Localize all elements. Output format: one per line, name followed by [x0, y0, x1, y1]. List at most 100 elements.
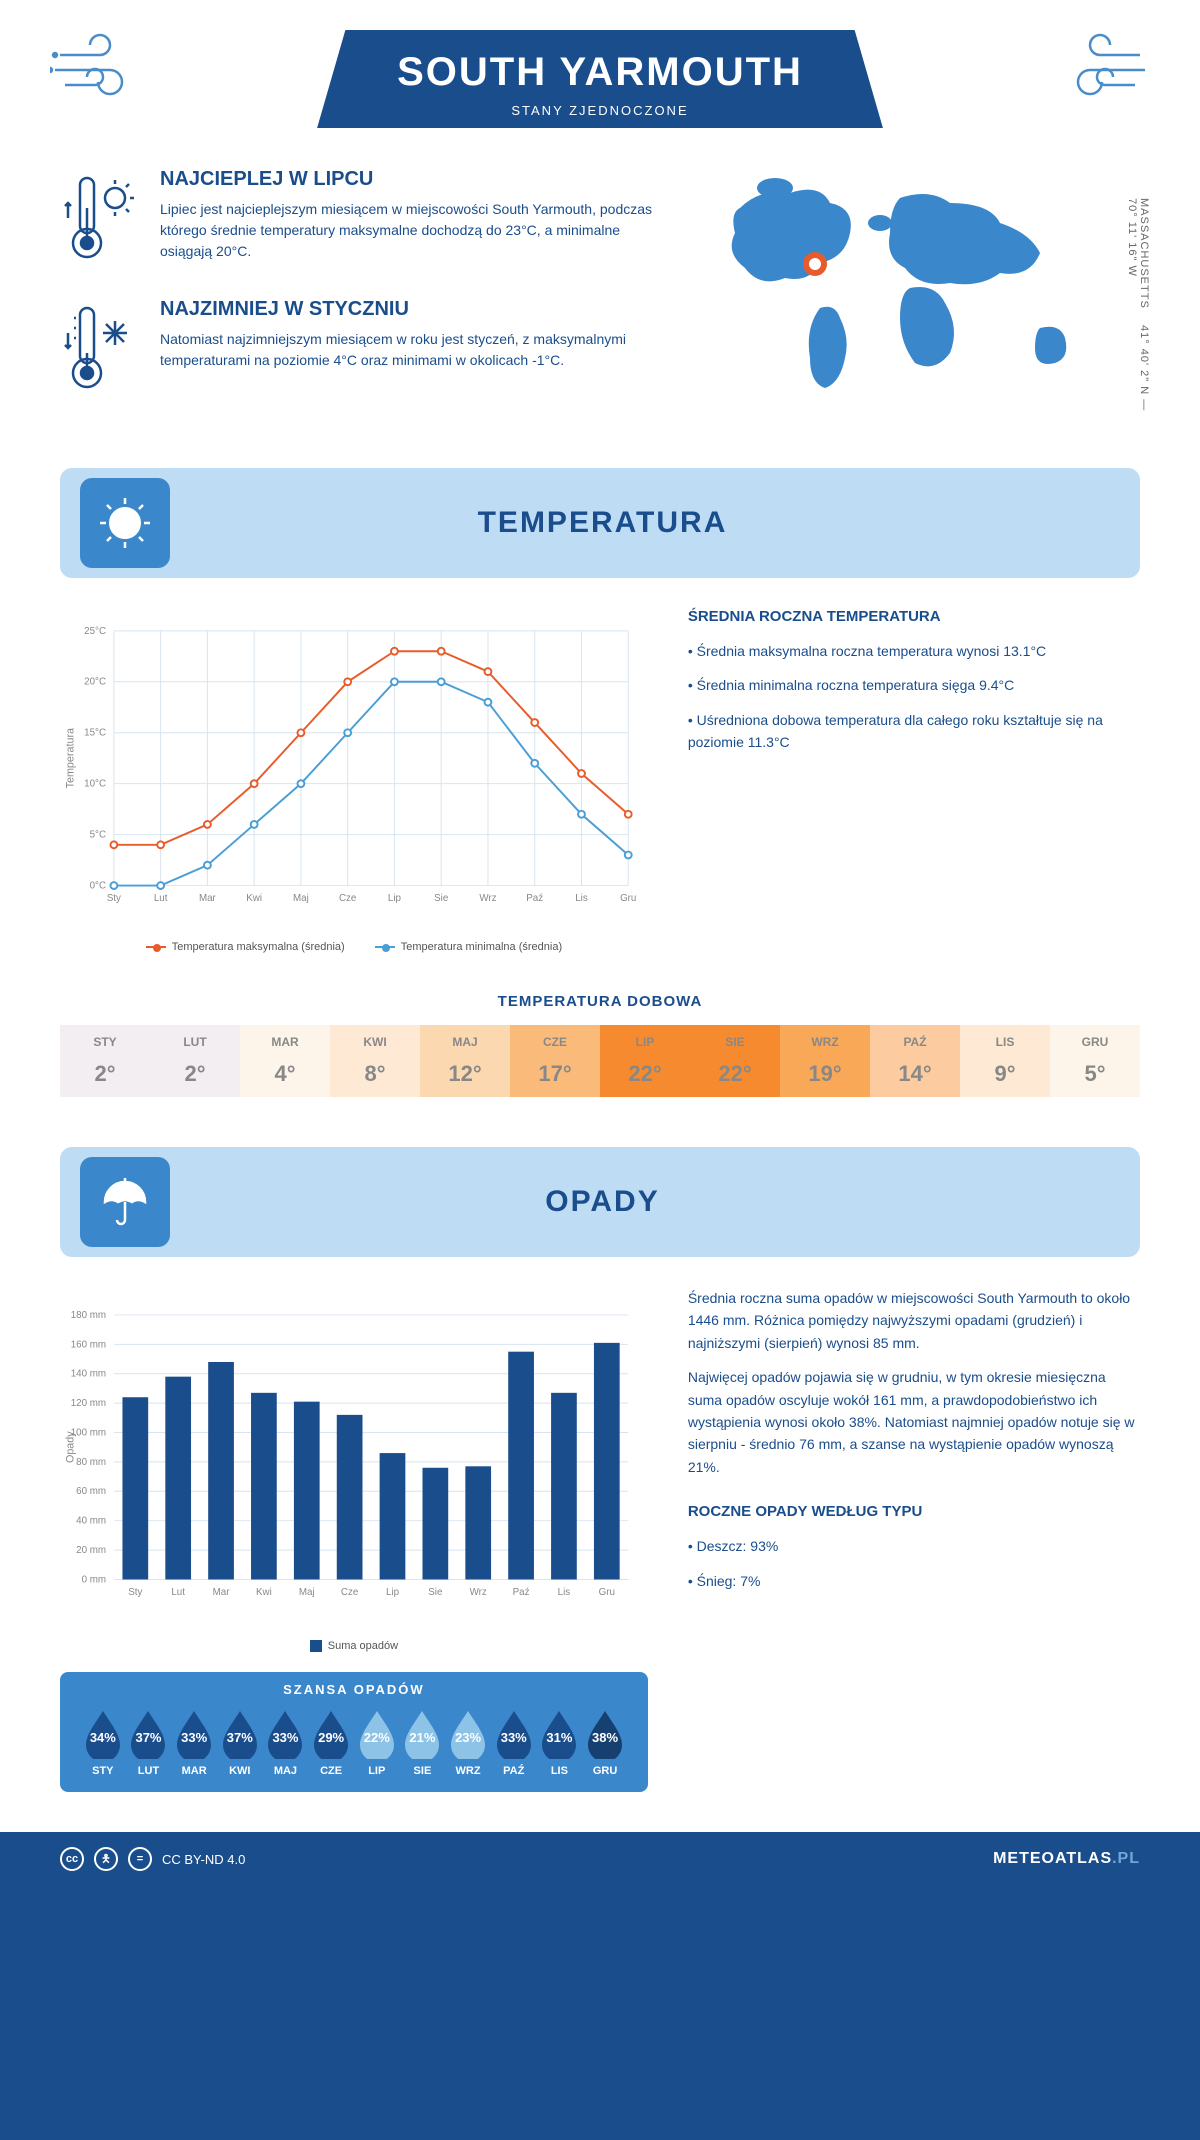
svg-text:15°C: 15°C	[84, 728, 106, 739]
temp-cell: CZE17°	[510, 1025, 600, 1097]
svg-text:Paź: Paź	[513, 1587, 530, 1598]
temp-bullet: • Uśredniona dobowa temperatura dla całe…	[688, 709, 1140, 754]
rain-drop: 22%LIP	[354, 1707, 400, 1777]
svg-text:Lip: Lip	[386, 1587, 400, 1598]
svg-text:20°C: 20°C	[84, 677, 106, 688]
svg-text:Kwi: Kwi	[246, 893, 262, 904]
temp-info-title: ŚREDNIA ROCZNA TEMPERATURA	[688, 608, 1140, 625]
svg-text:10°C: 10°C	[84, 779, 106, 790]
svg-text:40 mm: 40 mm	[76, 1516, 106, 1527]
coldest-title: NAJZIMNIEJ W STYCZNIU	[160, 298, 660, 321]
rain-drop: 21%SIE	[400, 1707, 446, 1777]
rain-chance-title: SZANSA OPADÓW	[80, 1682, 628, 1697]
coldest-block: NAJZIMNIEJ W STYCZNIU Natomiast najzimni…	[60, 298, 660, 403]
warmest-block: NAJCIEPLEJ W LIPCU Lipiec jest najcieple…	[60, 168, 660, 273]
svg-text:180 mm: 180 mm	[71, 1310, 106, 1321]
warmest-text: Lipiec jest najcieplejszym miesiącem w m…	[160, 199, 660, 262]
precip-chart-row: 0 mm20 mm40 mm60 mm80 mm100 mm120 mm140 …	[60, 1287, 1140, 1792]
svg-text:Lis: Lis	[558, 1587, 571, 1598]
warmest-title: NAJCIEPLEJ W LIPCU	[160, 168, 660, 191]
temp-chart-row: 0°C5°C10°C15°C20°C25°CStyLutMarKwiMajCze…	[60, 608, 1140, 953]
intro-row: NAJCIEPLEJ W LIPCU Lipiec jest najcieple…	[60, 168, 1140, 428]
content-area: NAJCIEPLEJ W LIPCU Lipiec jest najcieple…	[0, 168, 1200, 1792]
svg-text:80 mm: 80 mm	[76, 1457, 106, 1468]
temperature-section-header: TEMPERATURA	[60, 468, 1140, 578]
temp-cell: LIS9°	[960, 1025, 1050, 1097]
precip-p2: Najwięcej opadów pojawia się w grudniu, …	[688, 1366, 1140, 1478]
footer: cc 🯅 = CC BY-ND 4.0 METEOATLAS.PL	[0, 1832, 1200, 1886]
temp-legend: Temperatura maksymalna (średnia) Tempera…	[60, 941, 648, 953]
svg-text:120 mm: 120 mm	[71, 1398, 106, 1409]
svg-text:Lip: Lip	[388, 893, 402, 904]
license-block: cc 🯅 = CC BY-ND 4.0	[60, 1847, 245, 1871]
cc-icon: cc	[60, 1847, 84, 1871]
rain-drop: 33%MAR	[171, 1707, 217, 1777]
temp-line-chart: 0°C5°C10°C15°C20°C25°CStyLutMarKwiMajCze…	[60, 608, 648, 953]
daily-temp-table: TEMPERATURA DOBOWA STY2°LUT2°MAR4°KWI8°M…	[60, 993, 1140, 1097]
svg-text:Temperatura: Temperatura	[65, 728, 77, 788]
thermometer-hot-icon	[60, 168, 140, 273]
precip-bar-chart: 0 mm20 mm40 mm60 mm80 mm100 mm120 mm140 …	[60, 1287, 648, 1792]
svg-text:Maj: Maj	[299, 1587, 315, 1598]
precip-type-snow: • Śnieg: 7%	[688, 1570, 1140, 1592]
svg-text:Gru: Gru	[620, 893, 636, 904]
rain-drop: 23%WRZ	[445, 1707, 491, 1777]
precipitation-section-header: OPADY	[60, 1147, 1140, 1257]
rain-drop: 31%LIS	[537, 1707, 583, 1777]
svg-text:Gru: Gru	[599, 1587, 615, 1598]
page: SOUTH YARMOUTH STANY ZJEDNOCZONE	[0, 0, 1200, 1886]
temp-cell: MAJ12°	[420, 1025, 510, 1097]
by-icon: 🯅	[94, 1847, 118, 1871]
svg-text:5°C: 5°C	[90, 830, 106, 841]
svg-text:Cze: Cze	[339, 893, 356, 904]
svg-text:0 mm: 0 mm	[82, 1574, 106, 1585]
svg-text:140 mm: 140 mm	[71, 1369, 106, 1380]
svg-text:Lis: Lis	[575, 893, 588, 904]
svg-text:Sty: Sty	[107, 893, 121, 904]
temperature-title: TEMPERATURA	[195, 506, 1010, 540]
svg-text:Sty: Sty	[128, 1587, 142, 1598]
precip-type-title: ROCZNE OPADY WEDŁUG TYPU	[688, 1503, 1140, 1520]
svg-text:25°C: 25°C	[84, 626, 106, 637]
daily-temp-title: TEMPERATURA DOBOWA	[60, 993, 1140, 1010]
svg-text:Kwi: Kwi	[256, 1587, 272, 1598]
temp-cell: STY2°	[60, 1025, 150, 1097]
svg-text:Mar: Mar	[213, 1587, 231, 1598]
temp-cell: PAŹ14°	[870, 1025, 960, 1097]
svg-text:Wrz: Wrz	[479, 893, 496, 904]
world-map-icon	[700, 168, 1140, 408]
svg-text:Cze: Cze	[341, 1587, 358, 1598]
header: SOUTH YARMOUTH STANY ZJEDNOCZONE	[0, 0, 1200, 168]
temp-cell: LUT2°	[150, 1025, 240, 1097]
rain-drop: 34%STY	[80, 1707, 126, 1777]
temp-bullet: • Średnia maksymalna roczna temperatura …	[688, 640, 1140, 662]
intro-text-col: NAJCIEPLEJ W LIPCU Lipiec jest najcieple…	[60, 168, 660, 428]
svg-text:Lut: Lut	[154, 893, 168, 904]
svg-text:Sie: Sie	[428, 1587, 442, 1598]
precip-legend: Suma opadów	[60, 1640, 648, 1652]
precipitation-title: OPADY	[195, 1185, 1010, 1219]
precip-info: Średnia roczna suma opadów w miejscowośc…	[688, 1287, 1140, 1792]
svg-text:Sie: Sie	[434, 893, 448, 904]
svg-text:160 mm: 160 mm	[71, 1339, 106, 1350]
site-brand: METEOATLAS.PL	[993, 1850, 1140, 1868]
temp-cell: WRZ19°	[780, 1025, 870, 1097]
wind-icon	[50, 30, 150, 105]
rain-drop: 37%LUT	[126, 1707, 172, 1777]
temp-cell: GRU5°	[1050, 1025, 1140, 1097]
svg-text:Lut: Lut	[171, 1587, 185, 1598]
thermometer-cold-icon	[60, 298, 140, 403]
rain-chance-panel: SZANSA OPADÓW 34%STY37%LUT33%MAR37%KWI33…	[60, 1672, 648, 1792]
svg-text:Maj: Maj	[293, 893, 309, 904]
temp-cell: KWI8°	[330, 1025, 420, 1097]
coldest-text: Natomiast najzimniejszym miesiącem w rok…	[160, 329, 660, 371]
svg-text:20 mm: 20 mm	[76, 1545, 106, 1556]
svg-text:0°C: 0°C	[90, 881, 106, 892]
page-title: SOUTH YARMOUTH	[397, 50, 803, 95]
sun-icon	[80, 478, 170, 568]
rain-drop: 38%GRU	[582, 1707, 628, 1777]
nd-icon: =	[128, 1847, 152, 1871]
temp-cell: LIP22°	[600, 1025, 690, 1097]
umbrella-icon	[80, 1157, 170, 1247]
precip-type-rain: • Deszcz: 93%	[688, 1535, 1140, 1557]
